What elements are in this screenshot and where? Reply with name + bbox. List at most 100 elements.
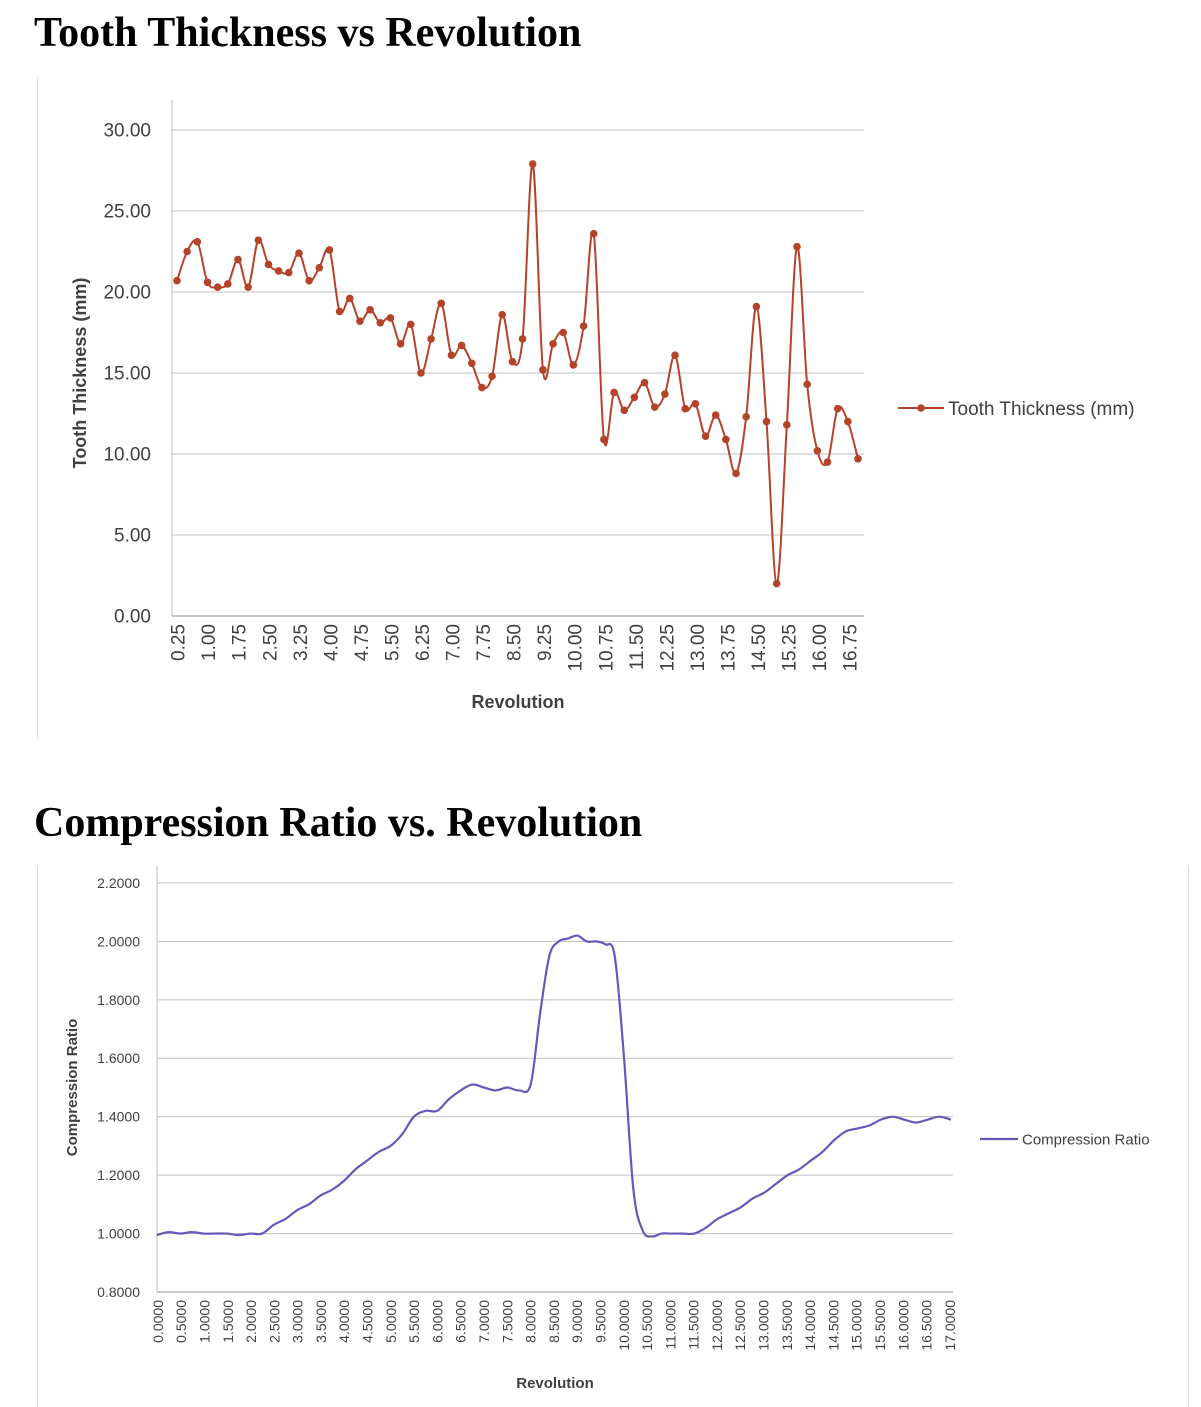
data-point	[813, 446, 822, 455]
x-tick-label: 11.0000	[662, 1300, 678, 1350]
data-point	[213, 283, 222, 291]
data-point	[701, 432, 710, 440]
data-point	[457, 341, 466, 350]
y-axis-title: Tooth Thickness (mm)	[70, 278, 90, 469]
data-point	[600, 435, 608, 444]
x-tick-label: 4.00	[321, 624, 342, 661]
data-point	[610, 388, 618, 397]
x-tick-label: 13.75	[718, 624, 739, 672]
x-tick-label: 1.75	[230, 624, 251, 661]
x-tick-label: 12.0000	[709, 1300, 725, 1351]
x-tick-label: 2.0000	[243, 1300, 259, 1343]
data-point	[345, 294, 354, 303]
data-point	[305, 276, 313, 285]
data-point	[528, 160, 537, 168]
data-point	[478, 383, 486, 392]
x-tick-label: 6.5000	[453, 1300, 469, 1343]
x-tick-label: 10.00	[566, 624, 587, 672]
x-tick-label: 14.5000	[825, 1300, 841, 1351]
series-line	[176, 163, 859, 585]
data-point	[793, 242, 801, 251]
x-tick-label: 13.00	[688, 624, 709, 672]
x-tick-label: 7.5000	[499, 1300, 515, 1343]
data-point	[722, 435, 730, 444]
y-tick-label: 5.00	[114, 526, 151, 547]
data-point	[254, 236, 263, 244]
x-tick-label: 17.0000	[942, 1300, 958, 1351]
data-point	[661, 390, 669, 398]
data-point	[467, 359, 476, 368]
chart-frame-tooth-thickness: 0.00 5.00 10.00 15.00 20.00 25.00 30.00 0.25 1.0…	[37, 77, 1188, 739]
y-axis-title: Compression Ratio	[64, 1019, 81, 1157]
data-point	[671, 351, 679, 359]
x-tick-label: 8.5000	[546, 1300, 562, 1343]
x-tick-label: 0.5000	[173, 1300, 189, 1343]
x-tick-label: 13.5000	[779, 1300, 795, 1351]
x-tick-label: 13.0000	[756, 1300, 772, 1351]
data-point	[356, 317, 364, 325]
y-tick-label: 1.6000	[97, 1050, 140, 1066]
x-tick-label: 3.5000	[313, 1300, 329, 1343]
x-tick-label: 9.5000	[592, 1300, 608, 1343]
data-point	[406, 320, 415, 329]
x-tick-label: 12.5000	[732, 1300, 748, 1351]
data-point	[376, 318, 385, 327]
data-point	[833, 404, 842, 413]
data-point	[244, 283, 252, 291]
data-point	[640, 378, 649, 387]
y-tick-label: 25.00	[103, 202, 151, 223]
data-point	[193, 237, 202, 246]
y-tick-label: 2.0000	[97, 933, 140, 949]
data-point	[285, 268, 293, 277]
data-point	[386, 314, 395, 322]
x-tick-label: 7.75	[474, 624, 495, 661]
data-point	[803, 380, 811, 389]
data-point	[366, 306, 374, 314]
data-point	[630, 393, 639, 402]
x-tick-label: 15.0000	[849, 1300, 865, 1351]
data-point	[508, 357, 517, 366]
x-tick-label: 4.5000	[360, 1300, 376, 1343]
data-point	[772, 579, 781, 588]
x-tick-label: 3.25	[291, 624, 312, 661]
data-point	[762, 417, 771, 426]
x-tick-label: 6.25	[413, 624, 434, 661]
x-tick-label: 10.0000	[616, 1300, 632, 1351]
x-tick-label: 15.5000	[872, 1300, 888, 1351]
x-tick-label: 4.0000	[336, 1300, 352, 1343]
data-point	[559, 328, 568, 337]
data-point	[823, 458, 832, 466]
data-point	[173, 276, 181, 285]
x-tick-label: 12.25	[657, 624, 678, 672]
x-tick-label: 14.0000	[802, 1300, 818, 1351]
x-tick-label: 14.50	[749, 624, 770, 672]
data-point	[274, 267, 283, 275]
x-tick-label: 2.50	[260, 624, 281, 661]
data-point	[325, 246, 334, 254]
legend-label: Tooth Thickness (mm)	[948, 399, 1135, 420]
data-point	[498, 310, 507, 319]
data-point	[650, 403, 659, 411]
x-tick-label: 1.5000	[220, 1300, 236, 1343]
x-tick-label: 2.5000	[266, 1300, 282, 1343]
y-tick-label: 1.2000	[97, 1167, 140, 1183]
data-point	[295, 249, 303, 257]
y-tick-label: 1.8000	[97, 992, 140, 1008]
x-tick-label: 9.25	[535, 624, 556, 661]
legend-label: Compression Ratio	[1022, 1131, 1150, 1148]
x-tick-label: 7.0000	[476, 1300, 492, 1343]
x-tick-label: 6.0000	[429, 1300, 445, 1343]
y-tick-label: 1.4000	[97, 1109, 140, 1125]
chart-frame-compression-ratio: 0.8000 1.0000 1.2000 1.4000 1.6000 1.8000 2.00…	[37, 866, 1189, 1407]
data-point	[427, 335, 435, 343]
y-tick-label: 15.00	[103, 364, 151, 385]
data-point	[264, 260, 273, 269]
x-tick-label: 16.0000	[895, 1300, 911, 1351]
x-tick-label: 16.00	[810, 624, 831, 672]
chart-title-tooth-thickness: Tooth Thickness vs Revolution	[34, 10, 582, 56]
x-tick-label: 15.25	[780, 624, 801, 672]
series-line	[156, 934, 952, 1238]
data-point	[447, 351, 456, 359]
y-tick-label: 20.00	[103, 283, 151, 304]
data-point	[732, 469, 740, 478]
